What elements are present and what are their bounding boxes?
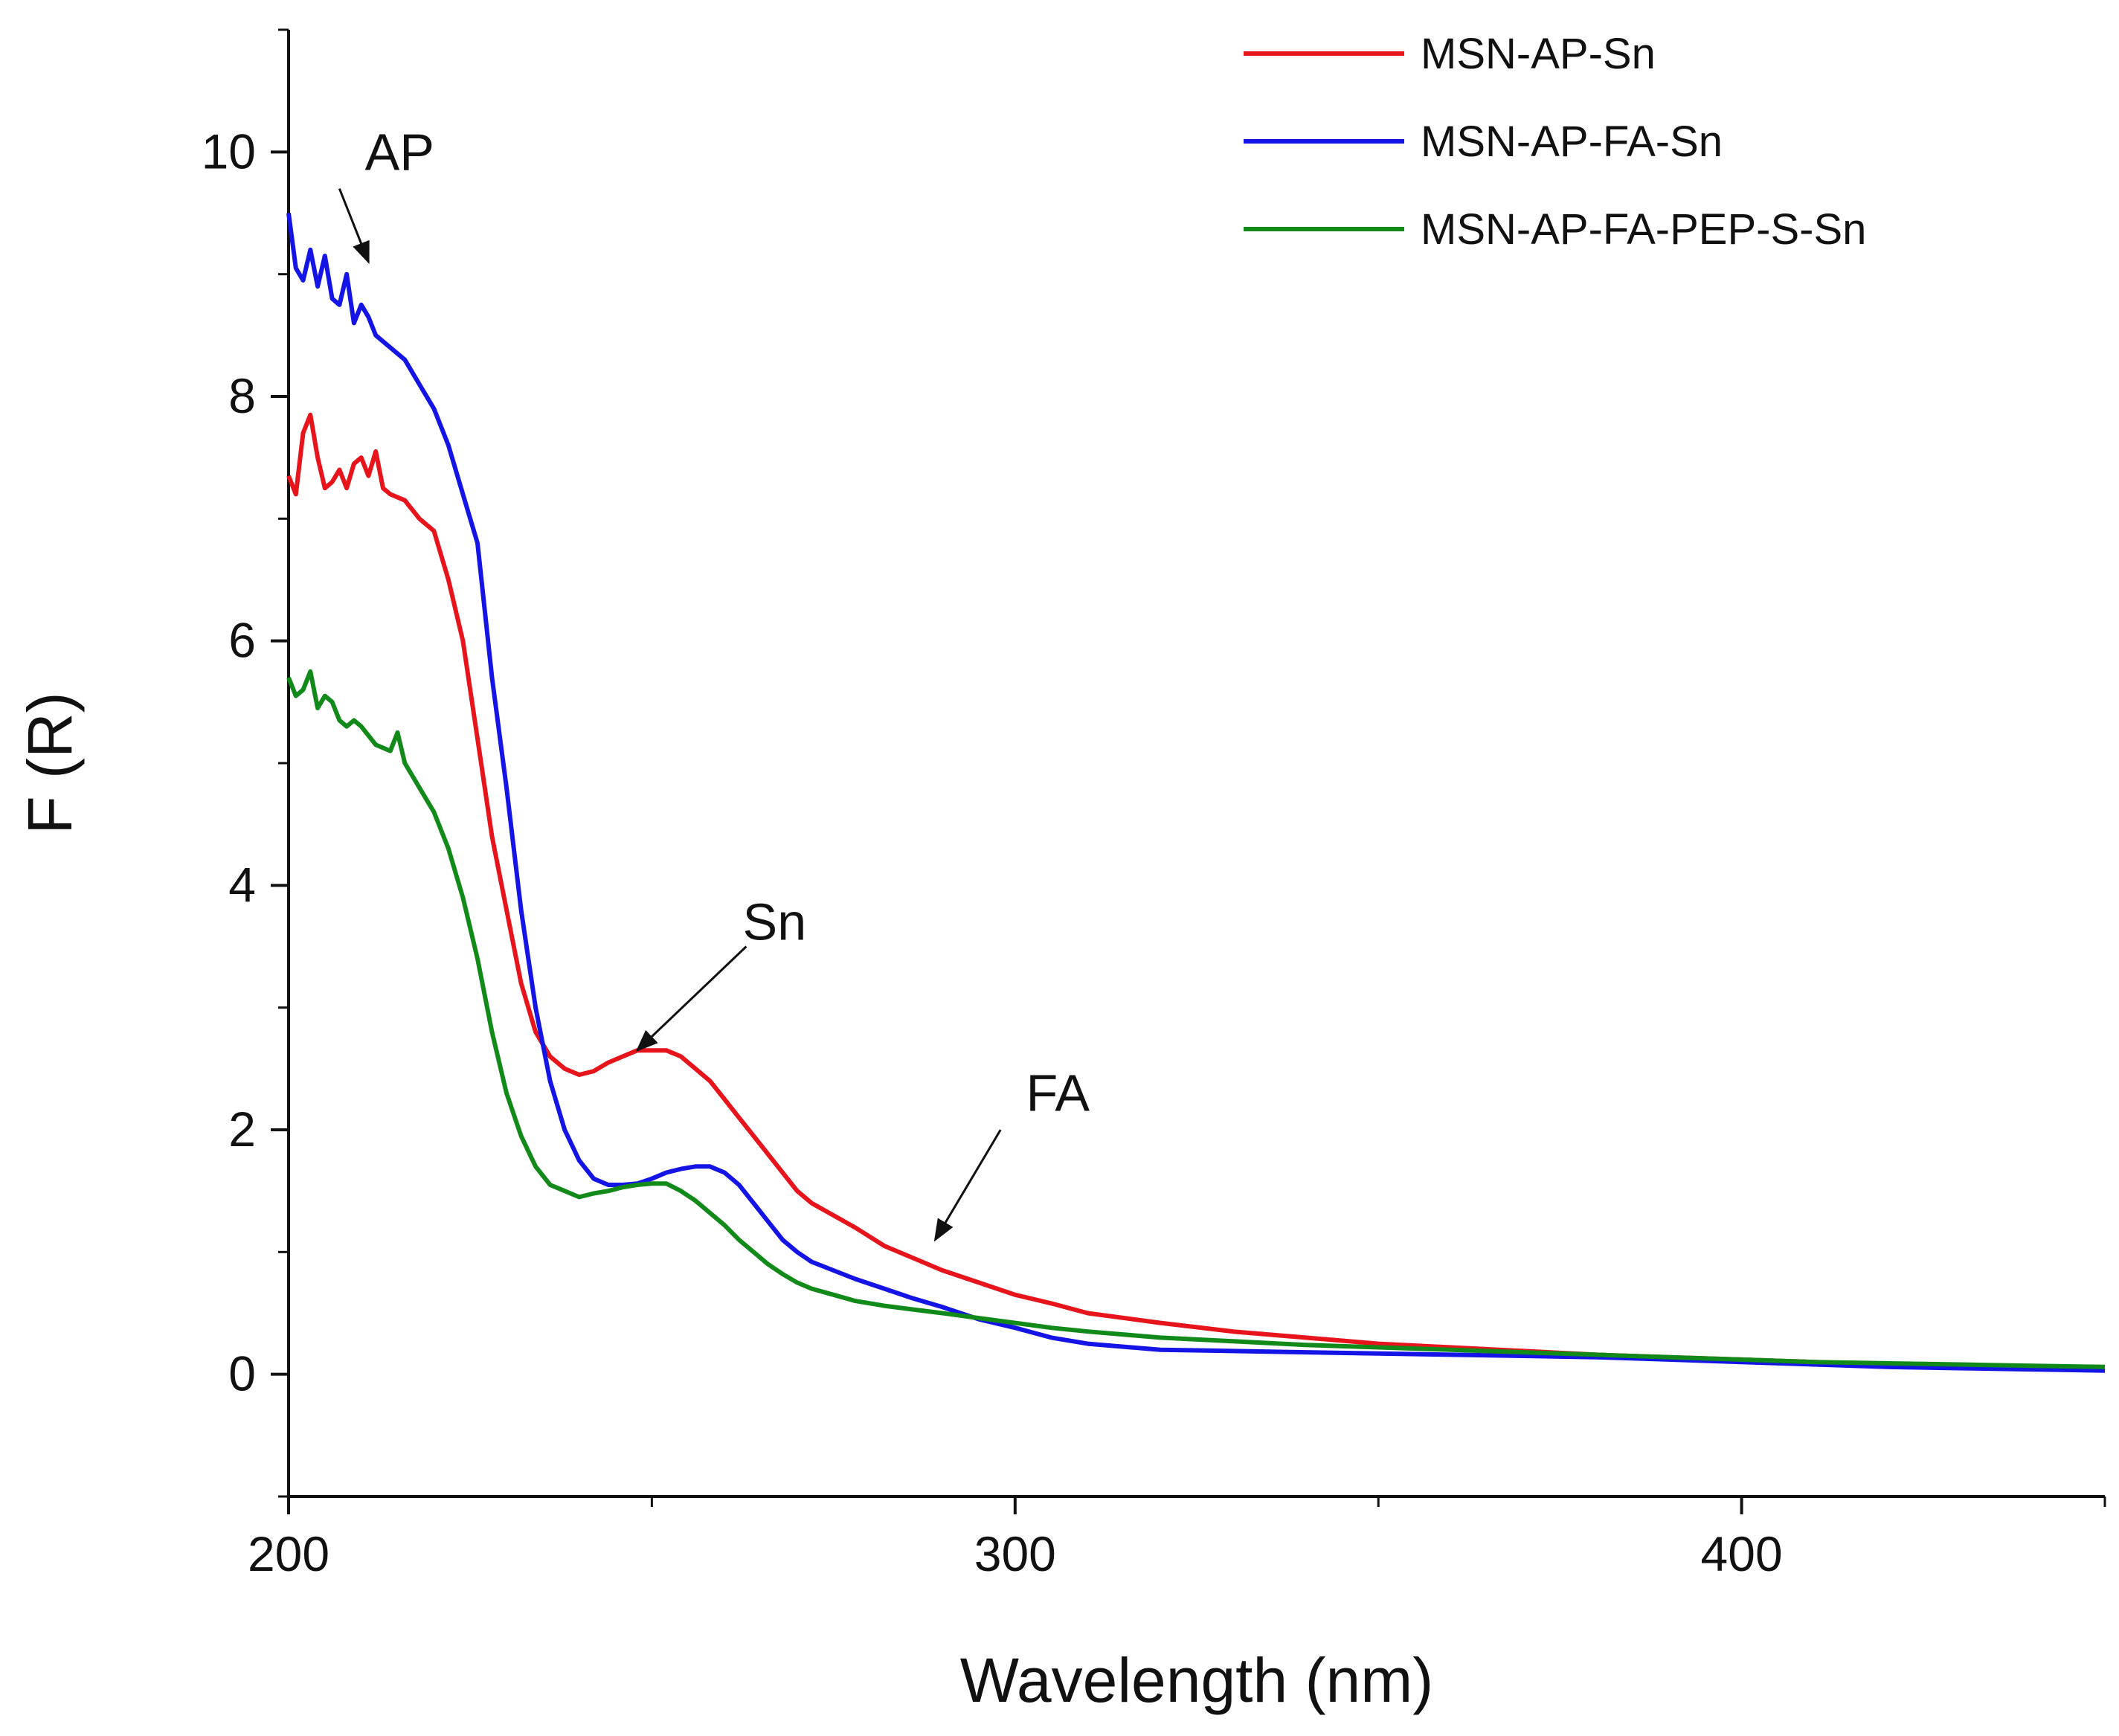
series-line-msn-ap-sn bbox=[286, 412, 2106, 1371]
annotation-arrow-fa bbox=[933, 1129, 1002, 1242]
y-tick-label: 0 bbox=[228, 1346, 256, 1401]
series-layer bbox=[286, 213, 2106, 1373]
annotation-arrow-sn bbox=[635, 945, 747, 1052]
axes: 0 2 4 6 8 10 200 300 400 bbox=[202, 28, 2106, 1581]
y-tick-label: 6 bbox=[228, 613, 256, 668]
annotation-label-ap: AP bbox=[365, 123, 434, 181]
y-axis-title: F (R) bbox=[15, 692, 85, 834]
x-tick-label: 400 bbox=[1701, 1526, 1783, 1581]
legend-label: MSN-AP-FA-Sn bbox=[1421, 118, 1723, 166]
y-tick-label: 10 bbox=[202, 123, 256, 179]
annotations: AP Sn FA bbox=[338, 123, 1090, 1242]
legend-label: MSN-AP-Sn bbox=[1421, 30, 1656, 78]
annotation-arrow-ap bbox=[338, 188, 370, 265]
x-tick-label: 200 bbox=[248, 1526, 329, 1581]
annotation-label-sn: Sn bbox=[743, 893, 807, 951]
annotation-label-fa: FA bbox=[1026, 1064, 1090, 1122]
series-line-msn-ap-fa-sn bbox=[286, 213, 2106, 1373]
y-tick-label: 8 bbox=[228, 368, 256, 423]
x-tick-label: 300 bbox=[974, 1526, 1056, 1581]
y-tick-label: 2 bbox=[228, 1102, 256, 1157]
x-axis-title: Wavelength (nm) bbox=[960, 1645, 1433, 1715]
y-tick-label: 4 bbox=[228, 857, 256, 912]
legend-label: MSN-AP-FA-PEP-S-Sn bbox=[1421, 205, 1866, 254]
series-line-msn-ap-fa-pep-s-sn bbox=[286, 669, 2106, 1369]
legend: MSN-AP-Sn MSN-AP-FA-Sn MSN-AP-FA-PEP-S-Sn bbox=[1244, 30, 1866, 254]
